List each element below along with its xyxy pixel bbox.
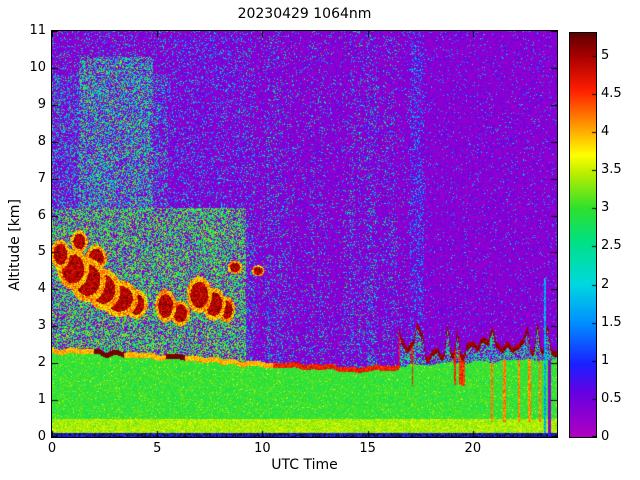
colorbar-tick-label: 3 bbox=[601, 200, 610, 216]
y-tick-label: 10 bbox=[29, 59, 46, 75]
y-tick-label: 6 bbox=[37, 207, 46, 223]
colorbar-tick-label: 4.5 bbox=[601, 85, 622, 101]
y-tick-label: 3 bbox=[37, 318, 46, 334]
y-tick-label: 4 bbox=[37, 281, 46, 297]
colorbar-tick-label: 0.5 bbox=[601, 390, 622, 406]
colorbar-canvas bbox=[570, 33, 596, 437]
y-tick-label: 5 bbox=[37, 244, 46, 260]
x-tick-label: 15 bbox=[359, 441, 376, 456]
x-tick-label: 10 bbox=[254, 441, 271, 456]
colorbar-tick-label: 1.5 bbox=[601, 314, 622, 330]
chart-title: 20230429 1064nm bbox=[237, 6, 372, 22]
y-tick-label: 1 bbox=[37, 392, 46, 408]
colorbar-tick-label: 5 bbox=[601, 47, 610, 63]
heatmap-canvas bbox=[52, 31, 557, 437]
colorbar-tick-label: 1 bbox=[601, 352, 610, 368]
plot-area bbox=[51, 30, 558, 438]
colorbar bbox=[569, 32, 597, 438]
colorbar-tick-label: 4 bbox=[601, 124, 610, 140]
x-tick-label: 0 bbox=[47, 441, 57, 456]
y-tick-label: 11 bbox=[29, 23, 46, 38]
x-tick-label: 5 bbox=[153, 441, 162, 456]
x-tick-label: 20 bbox=[464, 441, 482, 456]
colorbar-tick-label: 3.5 bbox=[601, 162, 622, 178]
y-tick-label: 0 bbox=[37, 429, 46, 444]
colorbar-tick-label: 0 bbox=[601, 429, 610, 444]
colorbar-tick-label: 2.5 bbox=[601, 238, 622, 254]
y-tick-label: 8 bbox=[37, 133, 46, 149]
x-axis-label: UTC Time bbox=[271, 457, 338, 473]
y-tick-label: 9 bbox=[37, 96, 46, 112]
y-tick-label: 2 bbox=[37, 355, 46, 371]
colorbar-tick-label: 2 bbox=[601, 276, 610, 292]
y-tick-label: 7 bbox=[37, 170, 46, 186]
